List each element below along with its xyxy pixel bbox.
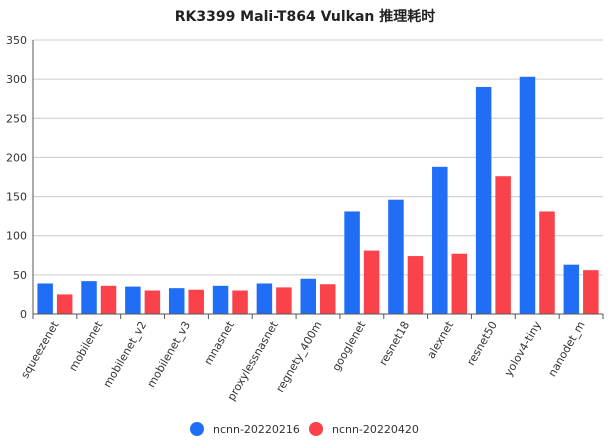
bar-ncnn-20220420-mnasnet: [232, 290, 248, 314]
bar-ncnn-20220216-mobilenet_v2: [125, 286, 141, 314]
legend-marker-ncnn-20220420: [309, 422, 323, 436]
bar-ncnn-20220420-yolov4-tiny: [539, 211, 555, 314]
y-tick-label: 300: [6, 73, 27, 86]
x-tick-label: nanodet_m: [546, 319, 588, 379]
bar-ncnn-20220216-googlenet: [344, 211, 360, 314]
x-tick-label: alexnet: [424, 318, 456, 361]
bar-ncnn-20220420-squeezenet: [56, 294, 73, 314]
bar-ncnn-20220216-nanodet_m: [563, 264, 580, 314]
x-tick-label: mobilenet_v3: [145, 319, 193, 390]
bars: [37, 76, 599, 315]
bar-ncnn-20220216-mobilenet_v3: [168, 288, 185, 314]
y-tick-label: 200: [6, 151, 27, 164]
bar-ncnn-20220420-regnety_400m: [320, 284, 336, 314]
bar-ncnn-20220216-proxylessnasnet: [256, 283, 273, 314]
bar-ncnn-20220216-regnety_400m: [300, 278, 316, 314]
legend: ncnn-20220216 ncnn-20220420: [190, 422, 419, 436]
x-tick-label: mnasnet: [202, 318, 238, 367]
y-tick-label: 0: [20, 308, 27, 321]
y-tick-label: 100: [6, 230, 27, 243]
x-axis-ticks: squeezenet mobilenetmobilenet_v2mobilenet…: [18, 318, 587, 403]
x-tick-label: mobilenet: [66, 318, 105, 373]
x-tick-label: resnet50: [464, 319, 500, 368]
bar-ncnn-20220420-googlenet: [363, 250, 380, 314]
bar-ncnn-20220420-proxylessnasnet: [276, 287, 292, 314]
bar-ncnn-20220216-alexnet: [432, 166, 448, 314]
bar-ncnn-20220420-resnet50: [495, 176, 511, 314]
x-tick-label: regnety_400m: [273, 319, 324, 395]
bar-ncnn-20220216-resnet18: [388, 199, 404, 314]
axes: [32, 40, 604, 319]
x-tick-label: squeezenet: [18, 318, 62, 380]
bar-ncnn-20220420-mobilenet_v2: [144, 290, 161, 314]
y-tick-label: 250: [6, 112, 27, 125]
bar-ncnn-20220216-yolov4-tiny: [519, 76, 536, 315]
x-tick-label: yolov4-tiny: [502, 319, 544, 379]
y-axis-ticks: 0 50 100 150 200 250 300 350: [6, 34, 27, 321]
legend-marker-ncnn-20220216: [190, 422, 204, 436]
bar-ncnn-20220216-mobilenet: [81, 281, 97, 314]
y-tick-label: 50: [13, 269, 27, 282]
bar-ncnn-20220420-mobilenet_v3: [188, 289, 204, 314]
bar-ncnn-20220420-nanodet_m: [583, 270, 599, 314]
y-tick-label: 150: [6, 191, 27, 204]
x-tick-label: mobilenet_v2: [101, 319, 149, 390]
bar-ncnn-20220420-alexnet: [451, 253, 468, 314]
bar-ncnn-20220216-mnasnet: [212, 285, 229, 314]
bar-ncnn-20220420-resnet18: [407, 256, 424, 314]
chart-title: RK3399 Mali-T864 Vulkan 推理耗时: [175, 8, 436, 25]
x-tick-label: resnet18: [377, 319, 413, 368]
x-tick-label: googlenet: [330, 318, 369, 373]
legend-label: ncnn-20220216: [213, 423, 300, 436]
y-tick-label: 350: [6, 34, 27, 47]
grid: [33, 39, 603, 276]
legend-label: ncnn-20220420: [332, 423, 419, 436]
bar-ncnn-20220216-squeezenet: [37, 283, 53, 314]
bar-ncnn-20220420-mobilenet: [100, 285, 117, 314]
bar-ncnn-20220216-resnet50: [475, 86, 492, 314]
